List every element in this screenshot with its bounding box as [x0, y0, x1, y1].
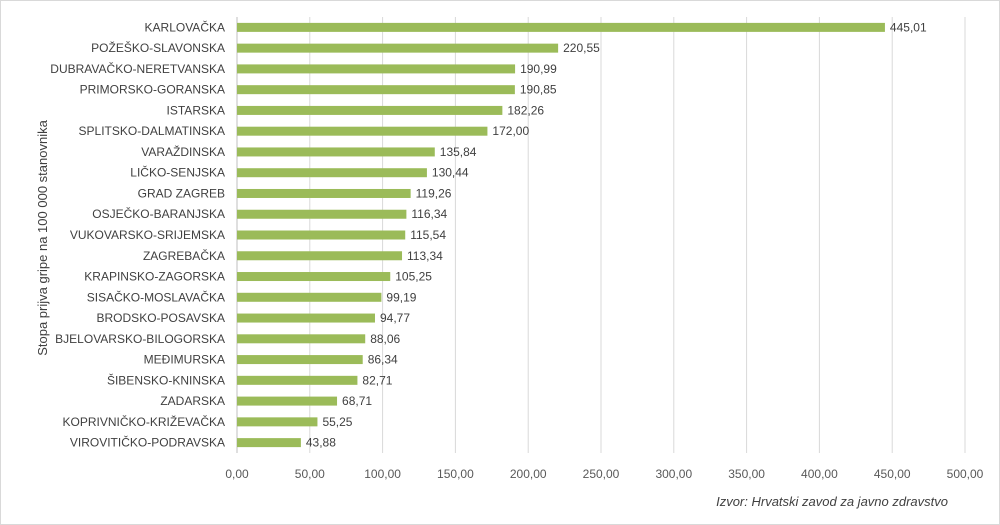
- bar: [237, 168, 427, 178]
- value-label: 88,06: [370, 332, 400, 346]
- category-label: BJELOVARSKO-BILOGORSKA: [55, 332, 225, 346]
- x-tick-label: 100,00: [364, 467, 401, 481]
- bar: [237, 396, 338, 406]
- value-label: 82,71: [362, 373, 392, 387]
- value-label: 190,85: [520, 83, 557, 97]
- category-label: SPLITSKO-DALMATINSKA: [79, 124, 225, 138]
- value-label: 105,25: [395, 270, 432, 284]
- x-tick-label: 450,00: [874, 467, 911, 481]
- value-label: 445,01: [890, 20, 927, 34]
- value-label: 86,34: [368, 353, 398, 367]
- value-label: 190,99: [520, 62, 557, 76]
- x-tick-label: 400,00: [801, 467, 838, 481]
- value-label: 182,26: [507, 103, 544, 117]
- bar: [237, 147, 435, 157]
- value-label: 115,54: [410, 228, 446, 242]
- bar: [237, 355, 363, 365]
- x-tick-label: 300,00: [655, 467, 692, 481]
- value-label: 43,88: [306, 436, 336, 450]
- category-label: ZADARSKA: [160, 394, 225, 408]
- value-label: 94,77: [380, 311, 410, 325]
- x-tick-label: 500,00: [947, 467, 984, 481]
- x-tick-label: 200,00: [510, 467, 547, 481]
- category-label: OSJEČKO-BARANJSKA: [92, 206, 225, 221]
- value-label: 130,44: [432, 166, 469, 180]
- category-label: VIROVITIČKO-PODRAVSKA: [70, 435, 225, 450]
- category-label: VARAŽDINSKA: [141, 144, 225, 159]
- value-label: 99,19: [386, 290, 416, 304]
- category-label: KOPRIVNIČKO-KRIŽEVAČKA: [63, 414, 225, 429]
- category-label: MEĐIMURSKA: [144, 353, 225, 367]
- bar: [237, 43, 559, 53]
- bar: [237, 22, 885, 32]
- value-label: 68,71: [342, 394, 372, 408]
- category-label: SISAČKO-MOSLAVAČKA: [87, 289, 225, 304]
- bar: [237, 417, 318, 427]
- category-label: LIČKO-SENJSKA: [130, 165, 225, 180]
- category-label: ISTARSKA: [167, 103, 225, 117]
- x-tick-label: 50,00: [295, 467, 325, 481]
- value-label: 116,34: [411, 207, 447, 221]
- bar: [237, 64, 516, 74]
- x-tick-label: 250,00: [583, 467, 620, 481]
- bar: [237, 292, 382, 302]
- y-axis-label: Stopa prijva gripe na 100 000 stanovnika: [35, 119, 50, 355]
- bar: [237, 230, 406, 240]
- value-label: 172,00: [492, 124, 529, 138]
- bar: [237, 105, 503, 115]
- category-labels: KARLOVAČKA POŽEŠKO-SLAVONSKA DUBRAVAČKO-NE…: [50, 19, 225, 449]
- value-label: 135,84: [440, 145, 477, 159]
- x-tick-label: 0,00: [225, 467, 249, 481]
- bar: [237, 313, 375, 323]
- value-label: 55,25: [322, 415, 352, 429]
- bar: [237, 272, 391, 282]
- category-label: POŽEŠKO-SLAVONSKA: [91, 40, 225, 55]
- source-note: Izvor: Hrvatski zavod za javno zdravstvo: [716, 494, 948, 509]
- bar: [237, 438, 301, 448]
- category-label: VUKOVARSKO-SRIJEMSKA: [70, 228, 225, 242]
- category-label: PRIMORSKO-GORANSKA: [80, 83, 225, 97]
- category-label: BRODSKO-POSAVSKA: [97, 311, 225, 325]
- category-label: GRAD ZAGREB: [138, 186, 225, 200]
- x-tick-label: 150,00: [437, 467, 474, 481]
- bars: [237, 22, 885, 448]
- category-label: DUBRAVAČKO-NERETVANSKA: [50, 61, 225, 76]
- bar: [237, 251, 403, 261]
- value-label: 113,34: [407, 249, 443, 263]
- bar: [237, 375, 358, 385]
- value-labels: 445,01 220,55 190,99 190,85 182,26 172,00 135,…: [306, 20, 927, 449]
- bar: [237, 85, 515, 95]
- value-label: 220,55: [563, 41, 600, 55]
- bar: [237, 209, 407, 219]
- category-label: KARLOVAČKA: [145, 19, 225, 34]
- bar: [237, 188, 411, 198]
- bar: [237, 126, 488, 136]
- x-tick-label: 350,00: [728, 467, 765, 481]
- category-label: KRAPINSKO-ZAGORSKA: [84, 270, 225, 284]
- bar: [237, 334, 366, 344]
- category-label: ZAGREBAČKA: [143, 248, 225, 263]
- category-label: ŠIBENSKO-KNINSKA: [107, 372, 225, 387]
- value-label: 119,26: [416, 186, 452, 200]
- x-tick-labels: 0,00 50,00 100,00 150,00 200,00 250,00 300,00 3…: [225, 467, 983, 481]
